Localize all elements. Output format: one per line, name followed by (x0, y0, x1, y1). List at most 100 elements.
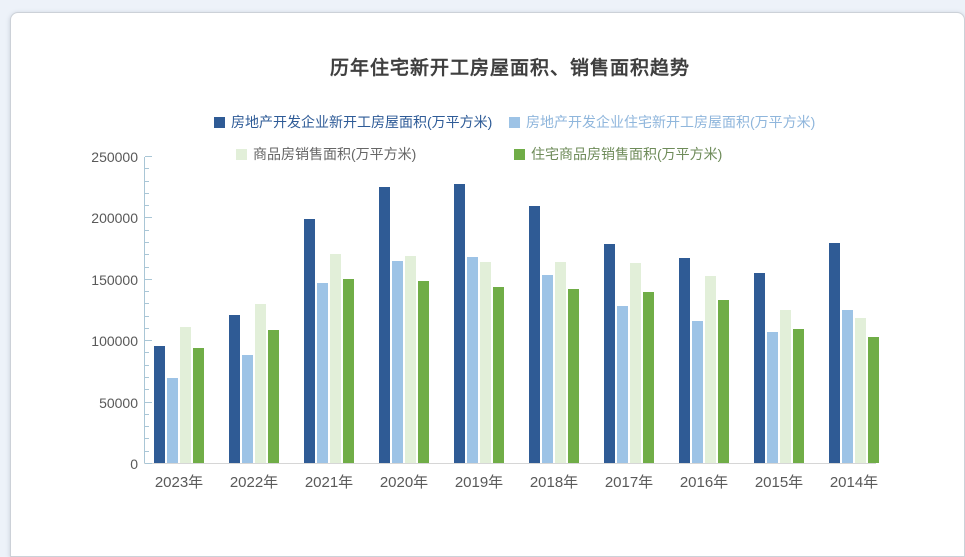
bar (167, 377, 178, 463)
y-minor-tick (145, 327, 149, 329)
x-axis-label: 2021年 (304, 474, 354, 491)
y-minor-tick (145, 266, 149, 268)
bar (793, 329, 804, 463)
bar (679, 258, 690, 463)
x-axis-label: 2022年 (229, 474, 279, 491)
bar (467, 257, 478, 463)
bar (767, 332, 778, 463)
legend-label: 商品房销售面积(万平方米) (253, 146, 417, 162)
x-axis-label: 2017年 (604, 474, 654, 491)
y-axis-label: 100000 (91, 333, 138, 350)
y-axis-label: 150000 (91, 271, 138, 288)
y-major-tick (145, 217, 152, 219)
y-major-tick (145, 340, 152, 342)
bar (180, 327, 191, 463)
bar (604, 243, 615, 463)
y-major-tick (145, 156, 152, 157)
y-minor-tick (145, 303, 149, 305)
y-minor-tick (145, 229, 149, 231)
legend-item[interactable]: 商品房销售面积(万平方米) (236, 144, 416, 164)
bar-group-2016年 (679, 156, 729, 463)
bar (529, 205, 540, 463)
bar-group-2014年 (829, 156, 879, 463)
legend-swatch-icon (509, 116, 520, 128)
bar (630, 263, 641, 463)
x-axis-baseline (144, 463, 876, 464)
plot-area: 0 50000 100000 150000 200000 250000 2023年 2022年… (91, 149, 879, 491)
bar (829, 242, 840, 463)
bar (480, 262, 491, 463)
y-major-tick (145, 278, 152, 280)
y-minor-tick (145, 254, 149, 256)
bar (855, 318, 866, 463)
bar (842, 309, 853, 463)
bar (330, 253, 341, 463)
legend-swatch-icon (236, 148, 247, 160)
bar (379, 187, 390, 463)
legend-item[interactable]: 房地产开发企业新开工房屋面积(万平方米) (214, 112, 492, 132)
y-axis-label: 50000 (99, 394, 138, 411)
bar (454, 184, 465, 463)
y-minor-tick (145, 450, 149, 452)
legend-label: 住宅商品房销售面积(万平方米) (531, 146, 723, 162)
bar (193, 347, 204, 463)
y-minor-tick (145, 241, 149, 243)
legend-item[interactable]: 住宅商品房销售面积(万平方米) (514, 144, 722, 164)
x-axis-label: 2019年 (454, 474, 504, 491)
bar-group-2019年 (454, 156, 504, 463)
x-axis-label: 2014年 (829, 474, 879, 491)
bar (493, 287, 504, 463)
bar (343, 279, 354, 463)
bar-group-2015年 (754, 156, 804, 463)
bar (542, 274, 553, 463)
bar (617, 305, 628, 463)
bar-group-2022年 (229, 156, 279, 463)
y-major-tick (145, 463, 152, 464)
legend-swatch-icon (214, 116, 225, 128)
x-axis-label: 2016年 (679, 474, 729, 491)
bar (317, 283, 328, 463)
y-minor-tick (145, 413, 149, 415)
bar (692, 320, 703, 463)
y-major-tick (145, 401, 152, 403)
y-minor-tick (145, 315, 149, 317)
x-axis-label: 2023年 (154, 474, 204, 491)
bar (555, 261, 566, 463)
bar (405, 256, 416, 463)
legend-item[interactable]: 房地产开发企业住宅新开工房屋面积(万平方米) (509, 112, 815, 132)
bar (754, 273, 765, 463)
bar (868, 337, 879, 463)
legend-label: 房地产开发企业住宅新开工房屋面积(万平方米) (526, 114, 816, 130)
bar (255, 304, 266, 463)
chart-card: 历年住宅新开工房屋面积、销售面积趋势 房地产开发企业新开工房屋面积(万平方米) 房… (10, 12, 965, 557)
bar-group-2017年 (604, 156, 654, 463)
y-axis-line (144, 157, 145, 464)
y-minor-tick (145, 192, 149, 194)
y-minor-tick (145, 168, 149, 170)
y-minor-tick (145, 426, 149, 428)
bar (392, 261, 403, 463)
y-minor-tick (145, 352, 149, 354)
bar (268, 330, 279, 463)
y-minor-tick (145, 438, 149, 440)
x-axis-label: 2020年 (379, 474, 429, 491)
bar (418, 281, 429, 463)
legend-swatch-icon (514, 148, 525, 160)
x-axis-label: 2015年 (754, 474, 804, 491)
bar (242, 354, 253, 463)
legend-label: 房地产开发企业新开工房屋面积(万平方米) (231, 114, 493, 130)
y-minor-tick (145, 180, 149, 182)
bar (705, 276, 716, 463)
bar (780, 310, 791, 463)
y-minor-tick (145, 377, 149, 379)
y-minor-tick (145, 389, 149, 391)
y-minor-tick (145, 291, 149, 293)
x-axis-label: 2018年 (529, 474, 579, 491)
bar (568, 289, 579, 463)
y-axis-label: 200000 (91, 210, 138, 227)
bar (304, 218, 315, 463)
bar (229, 314, 240, 463)
y-minor-tick (145, 205, 149, 207)
bar (154, 345, 165, 463)
chart-title: 历年住宅新开工房屋面积、销售面积趋势 (329, 58, 690, 79)
